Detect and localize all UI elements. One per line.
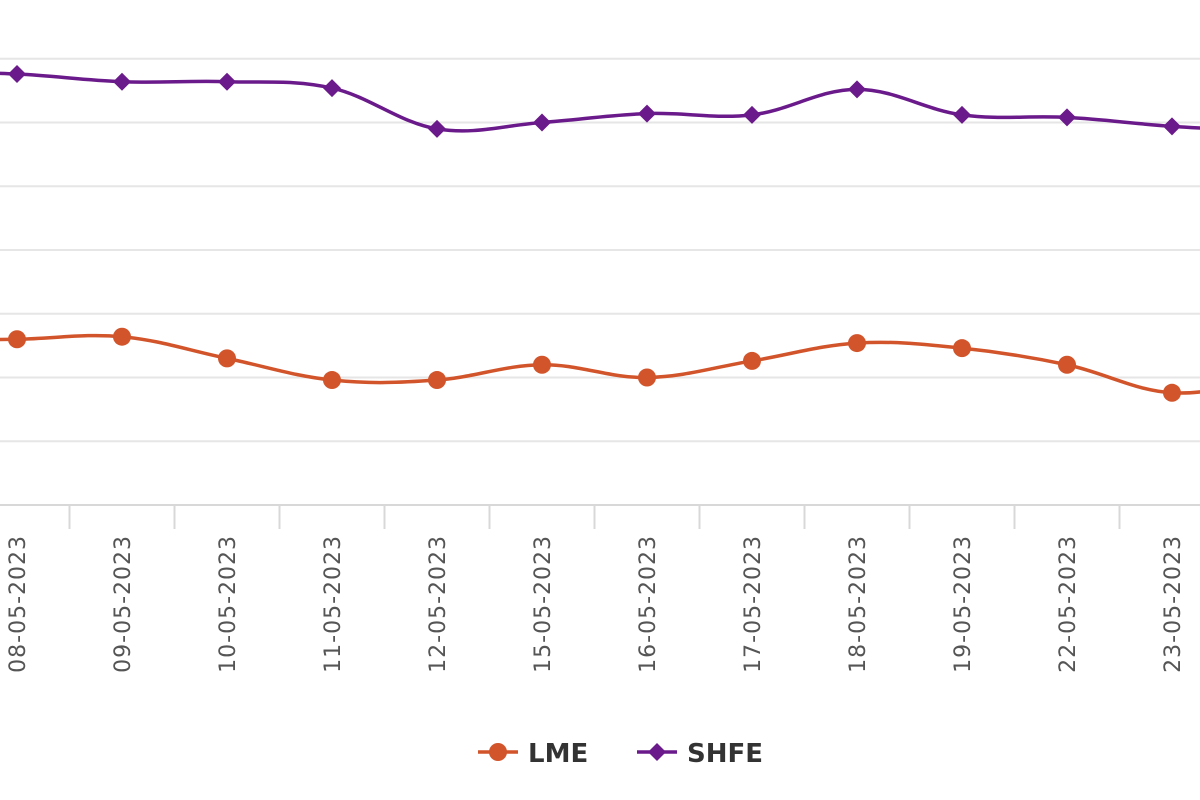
x-tick-label: 19-05-2023	[951, 535, 976, 673]
x-tick-label: 18-05-2023	[846, 535, 871, 673]
x-tick-label: 10-05-2023	[216, 535, 241, 673]
x-tick-label: 08-05-2023	[6, 535, 31, 673]
data-point[interactable]	[1058, 355, 1076, 374]
data-point[interactable]	[953, 339, 971, 358]
legend-label: LME	[528, 739, 588, 769]
x-tick-label: 22-05-2023	[1056, 535, 1081, 673]
legend-item-shfe[interactable]: SHFE	[637, 739, 763, 769]
x-tick-label: 11-05-2023	[321, 535, 346, 673]
data-point[interactable]	[848, 334, 866, 353]
data-point[interactable]	[428, 371, 446, 390]
data-point[interactable]	[323, 371, 341, 390]
x-tick-label: 12-05-2023	[426, 535, 451, 673]
data-point[interactable]	[8, 330, 26, 349]
series-line	[0, 71, 1200, 133]
data-point[interactable]	[323, 79, 341, 98]
data-point[interactable]	[1058, 108, 1076, 127]
x-tick-label: 17-05-2023	[741, 535, 766, 673]
legend-label: SHFE	[687, 739, 763, 769]
data-point[interactable]	[113, 327, 131, 346]
data-point[interactable]	[953, 105, 971, 124]
data-point[interactable]	[743, 105, 761, 124]
data-point[interactable]	[428, 119, 446, 138]
data-point[interactable]	[533, 355, 551, 374]
series-lme	[0, 327, 1200, 402]
legend-marker-circle	[489, 743, 507, 761]
legend: LME SHFE	[478, 739, 763, 769]
x-tick-label: 15-05-2023	[531, 535, 556, 673]
x-tick-label: 23-05-2023	[1161, 535, 1186, 673]
x-tick-label: 16-05-2023	[636, 535, 661, 673]
data-point[interactable]	[218, 72, 236, 91]
data-point[interactable]	[8, 65, 26, 84]
x-axis: 08-05-2023 09-05-2023 10-05-2023 11-05-2023…	[0, 504, 1200, 673]
series-shfe	[0, 65, 1200, 138]
data-point[interactable]	[638, 104, 656, 123]
x-tick-label: 09-05-2023	[111, 535, 136, 673]
series-layer	[0, 65, 1200, 402]
data-point[interactable]	[848, 80, 866, 99]
data-point[interactable]	[743, 351, 761, 370]
data-point[interactable]	[1163, 117, 1181, 136]
legend-marker-diamond	[648, 743, 666, 761]
data-point[interactable]	[533, 113, 551, 132]
grid-lines	[0, 57, 1200, 443]
data-point[interactable]	[638, 368, 656, 387]
data-point[interactable]	[113, 72, 131, 91]
series-line	[0, 333, 1200, 395]
legend-item-lme[interactable]: LME	[478, 739, 588, 769]
data-point[interactable]	[218, 349, 236, 368]
data-point[interactable]	[1163, 383, 1181, 402]
